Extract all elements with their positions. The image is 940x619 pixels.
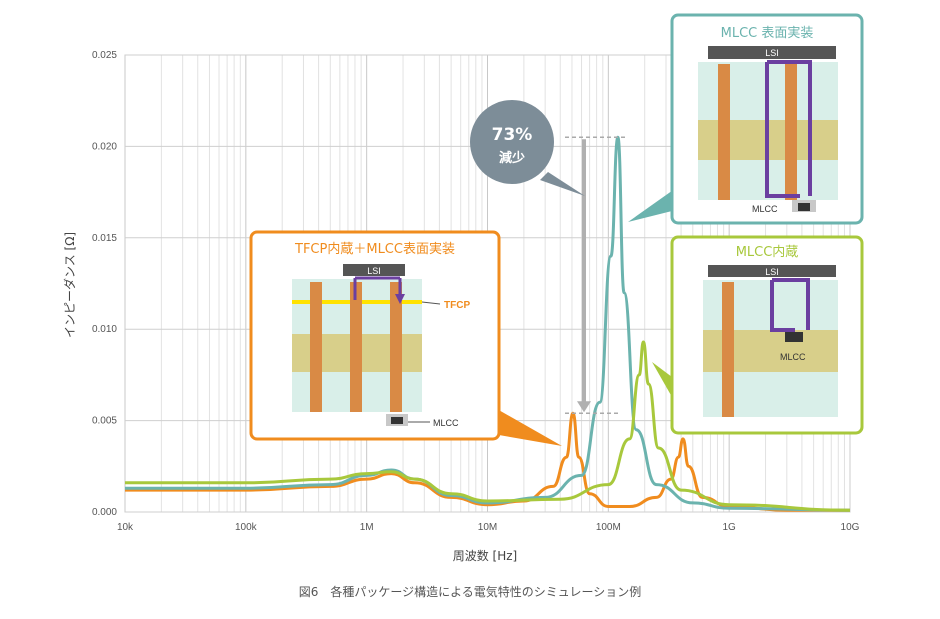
tfcp-box-title: TFCP内蔵＋MLCC表面実装 [294, 241, 455, 257]
mlcc-surface-callout-pointer [628, 188, 676, 222]
reduction-percent: 73% [492, 125, 533, 145]
mlcc-embedded-box-title: MLCC内蔵 [736, 244, 799, 260]
y-tick-label: 0.025 [92, 50, 117, 61]
mlcc-surface-box-title: MLCC 表面実装 [721, 25, 814, 41]
x-axis-title: 周波数 [Hz] [453, 548, 518, 563]
mlcc-embedded-lsi-label: LSI [765, 267, 779, 277]
tfcp-package-diagram: LSI TFCP MLCC [292, 264, 470, 428]
reduction-word: 減少 [499, 150, 525, 166]
mlcc-embedded-package-diagram: LSI MLCC [703, 265, 838, 417]
y-axis-title: インピーダンス [Ω] [62, 232, 77, 338]
y-tick-label: 0.010 [92, 324, 117, 335]
reduction-arrowhead [577, 401, 591, 413]
x-tick-label: 10k [117, 522, 134, 533]
tfcp-lsi-label: LSI [367, 266, 381, 276]
mlcc-embedded-callout-pointer [652, 362, 676, 404]
reduction-bubble [470, 100, 554, 184]
x-tick-label: 10M [478, 522, 497, 533]
tfcp-callout: TFCP内蔵＋MLCC表面実装 LSI TFCP MLCC [249, 230, 562, 446]
mlcc-embedded-callout: MLCC内蔵 LSI MLCC [652, 235, 864, 435]
x-tick-label: 100M [596, 522, 621, 533]
x-tick-label: 1G [722, 522, 736, 533]
y-tick-label: 0.015 [92, 233, 117, 244]
x-tick-label: 1M [360, 522, 374, 533]
series-line-2 [125, 135, 851, 512]
mlcc-surface-mlcc-label: MLCC [752, 204, 778, 214]
series-line-1 [125, 411, 850, 512]
x-tick-label: 10G [841, 522, 860, 533]
mlcc-surface-callout: MLCC 表面実装 LSI MLCC [628, 13, 864, 225]
series-line-3 [124, 340, 851, 512]
y-tick-label: 0.020 [92, 141, 117, 152]
mlcc-surface-package-diagram: LSI MLCC [698, 46, 838, 214]
series-lines [124, 135, 851, 512]
mlcc-embedded-mlcc-label: MLCC [780, 352, 806, 362]
figure-caption: 図6 各種パッケージ構造による電気特性のシミュレーション例 [298, 585, 642, 599]
x-tick-label: 100k [235, 522, 258, 533]
y-tick-label: 0.005 [92, 416, 117, 427]
x-axis-ticks: 10k 100k 1M 10M 100M 1G 10G [117, 522, 860, 533]
mlcc-surface-lsi-label: LSI [765, 48, 779, 58]
tfcp-mlcc-label: MLCC [433, 418, 459, 428]
y-tick-label: 0.000 [92, 507, 117, 518]
reduction-annotation: 73% 減少 [470, 100, 628, 415]
y-axis-ticks: 0.000 0.005 0.010 0.015 0.020 0.025 [92, 50, 117, 518]
tfcp-layer-label: TFCP [444, 300, 470, 311]
bubble-tail [540, 172, 585, 196]
